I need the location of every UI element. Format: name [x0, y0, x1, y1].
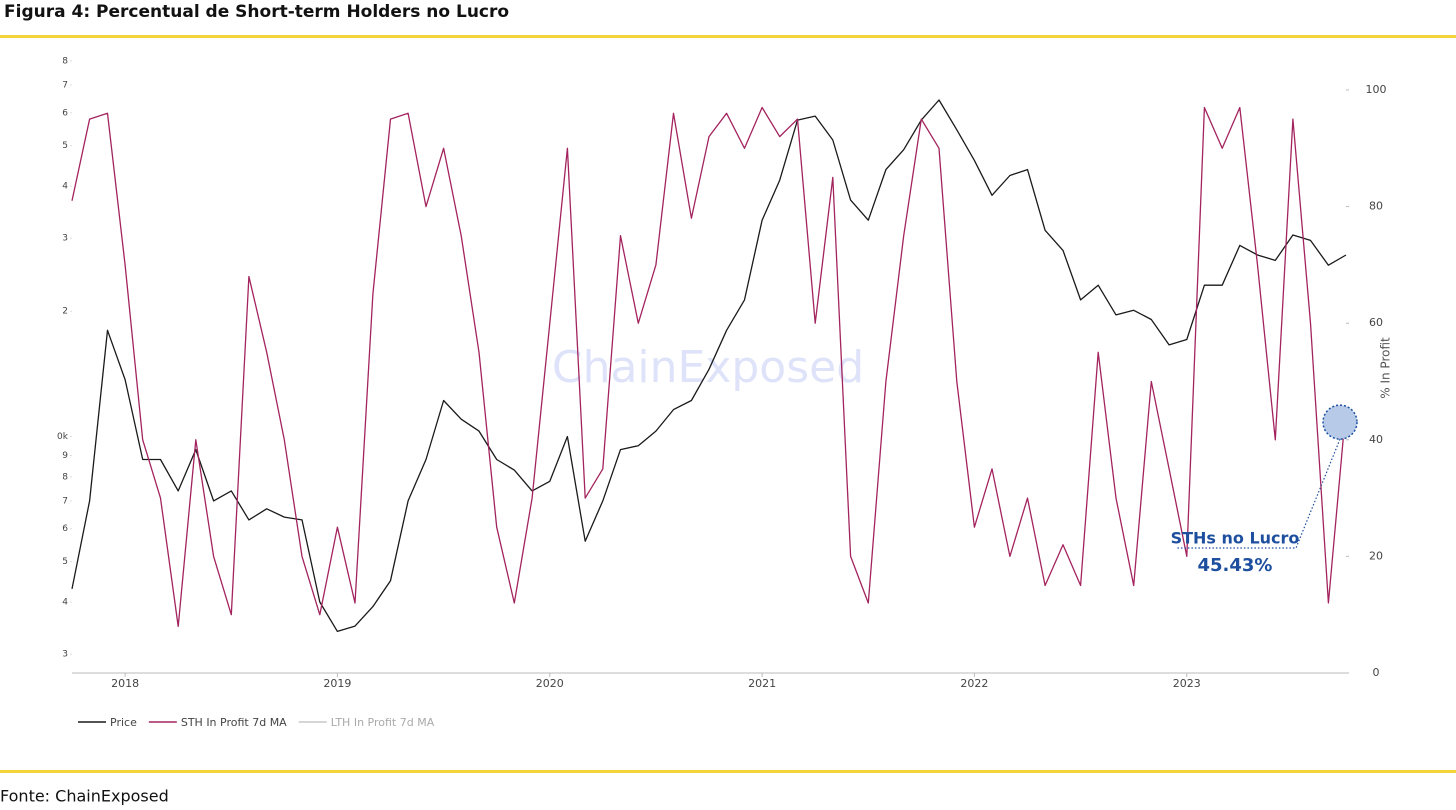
x-tick-label: 2022 — [960, 677, 988, 690]
y-tick-label: 4 — [62, 597, 68, 607]
bottom-rule — [0, 770, 1456, 773]
y-tick-label: 8 — [62, 56, 68, 66]
y2-tick-label: 20 — [1369, 549, 1383, 562]
x-tick-label: 2018 — [111, 677, 139, 690]
y-tick-label: 0k — [57, 432, 69, 442]
annotation-marker — [1322, 404, 1358, 440]
y-tick-label: 7 — [62, 80, 68, 90]
y2-tick-label: 80 — [1369, 200, 1383, 213]
y2-tick-label: 40 — [1369, 433, 1383, 446]
legend-label: LTH In Profit 7d MA — [331, 716, 435, 729]
y2-tick-label: 60 — [1369, 316, 1383, 329]
y-tick-label: 6 — [62, 524, 68, 534]
x-tick-label: 2021 — [748, 677, 776, 690]
series-line — [71, 99, 1347, 633]
y-tick-label: 3 — [62, 649, 68, 659]
y-tick-label: 5 — [62, 557, 68, 567]
legend-label: STH In Profit 7d MA — [181, 716, 287, 729]
y-tick-label: 4 — [62, 182, 68, 192]
annotation-value: 45.43% — [1198, 555, 1273, 576]
y-tick-label: 5 — [62, 141, 68, 151]
y-tick-label: 8 — [62, 472, 68, 482]
y2-tick-label: 0 — [1373, 666, 1380, 679]
y2-axis-title: % In Profit — [1379, 337, 1393, 399]
y2-tick-label: 100 — [1366, 83, 1387, 96]
legend-label: Price — [110, 716, 137, 729]
annotation-text: STHs no Lucro — [1171, 529, 1300, 548]
y-tick-label: 9 — [62, 451, 68, 461]
chart-title: Figura 4: Percentual de Short-term Holde… — [4, 2, 509, 22]
y-tick-label: 7 — [62, 496, 68, 506]
x-tick-label: 2023 — [1173, 677, 1201, 690]
watermark: ChainExposed — [552, 342, 864, 393]
y-tick-label: 3 — [62, 233, 68, 243]
x-tick-label: 2019 — [323, 677, 351, 690]
x-tick-label: 2020 — [536, 677, 564, 690]
y-tick-label: 2 — [62, 307, 68, 317]
y-tick-label: 6 — [62, 108, 68, 118]
top-rule — [0, 35, 1456, 38]
source: Fonte: ChainExposed — [0, 787, 169, 806]
series-line — [71, 106, 1347, 628]
annotation-leader — [1176, 438, 1341, 549]
